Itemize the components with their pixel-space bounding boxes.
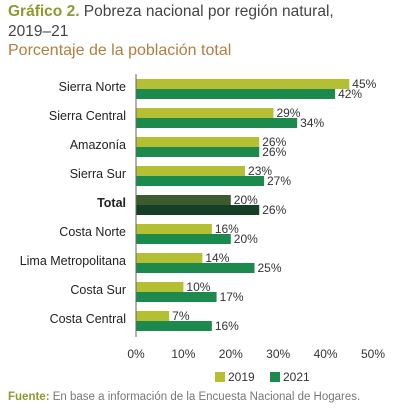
category-label: Costa Central: [50, 312, 126, 326]
bar-2019: [136, 137, 260, 147]
category-label: Total: [97, 196, 126, 210]
data-label-2019: 16%: [215, 222, 239, 236]
data-label-2021: 17%: [220, 290, 244, 304]
data-label-2019: 26%: [262, 135, 286, 149]
category-label: Amazonía: [70, 138, 126, 152]
source-text: En base a información de la Encuesta Nac…: [49, 391, 361, 403]
data-label-2019: 7%: [172, 309, 190, 323]
data-label-2021: 27%: [267, 174, 291, 188]
data-label-2021: 26%: [262, 145, 286, 159]
category-label: Sierra Central: [49, 109, 126, 123]
data-label-2021: 20%: [234, 232, 258, 246]
data-label-2019: 20%: [234, 193, 258, 207]
bar-2019: [136, 311, 170, 321]
legend-swatch-2021: [270, 372, 280, 382]
x-tick-label: 10%: [171, 347, 195, 361]
data-label-2019: 14%: [205, 251, 229, 265]
bar-2021: [136, 321, 212, 331]
bar-2021: [136, 205, 260, 215]
legend-label-2019: 2019: [228, 370, 255, 384]
chart-title: Gráfico 2. Pobreza nacional por región n…: [8, 2, 413, 42]
category-label: Costa Sur: [70, 283, 126, 297]
data-label-2021: 25%: [258, 261, 282, 275]
bar-2019: [136, 253, 203, 263]
chart-title-text: Pobreza nacional por región natural,: [79, 3, 334, 20]
source-note: Fuente: En base a información de la Encu…: [8, 391, 360, 403]
bar-2021: [136, 89, 336, 99]
bar-2021: [136, 176, 264, 186]
chart-subtitle: Porcentaje de la población total: [8, 42, 232, 59]
bar-2021: [136, 263, 255, 273]
legend-swatch-2019: [215, 372, 225, 382]
bar-2021: [136, 118, 298, 128]
x-tick-label: 20%: [219, 347, 243, 361]
bar-2021: [136, 234, 231, 244]
legend-label-2021: 2021: [283, 370, 310, 384]
bar-2019: [136, 195, 231, 205]
data-label-2021: 16%: [215, 319, 239, 333]
data-label-2019: 23%: [248, 164, 272, 178]
chart-title-years: 2019–21: [8, 23, 69, 40]
category-label: Lima Metropolitana: [20, 254, 126, 268]
chart-title-lead: Gráfico 2.: [8, 3, 80, 20]
bar-2019: [136, 282, 184, 292]
x-tick-label: 40%: [314, 347, 338, 361]
bar-2019: [136, 79, 350, 89]
x-tick-label: 0%: [127, 347, 145, 361]
x-tick-label: 50%: [361, 347, 385, 361]
data-label-2021: 42%: [338, 87, 362, 101]
category-label: Sierra Sur: [70, 167, 126, 181]
bar-2019: [136, 108, 274, 118]
bar-2019: [136, 224, 212, 234]
x-tick-label: 30%: [266, 347, 290, 361]
bar-chart: Sierra Norte 45%42% Sierra Central 29%34% Am…: [20, 74, 385, 384]
data-label-2019: 29%: [276, 106, 300, 120]
bar-2021: [136, 147, 260, 157]
data-label-2019: 45%: [352, 77, 376, 91]
data-label-2021: 26%: [262, 203, 286, 217]
data-label-2019: 10%: [186, 280, 210, 294]
category-label: Sierra Norte: [59, 80, 126, 94]
data-label-2021: 34%: [300, 116, 324, 130]
category-label: Costa Norte: [59, 225, 126, 239]
bar-2019: [136, 166, 246, 176]
bar-2021: [136, 292, 217, 302]
source-label: Fuente:: [8, 391, 50, 403]
